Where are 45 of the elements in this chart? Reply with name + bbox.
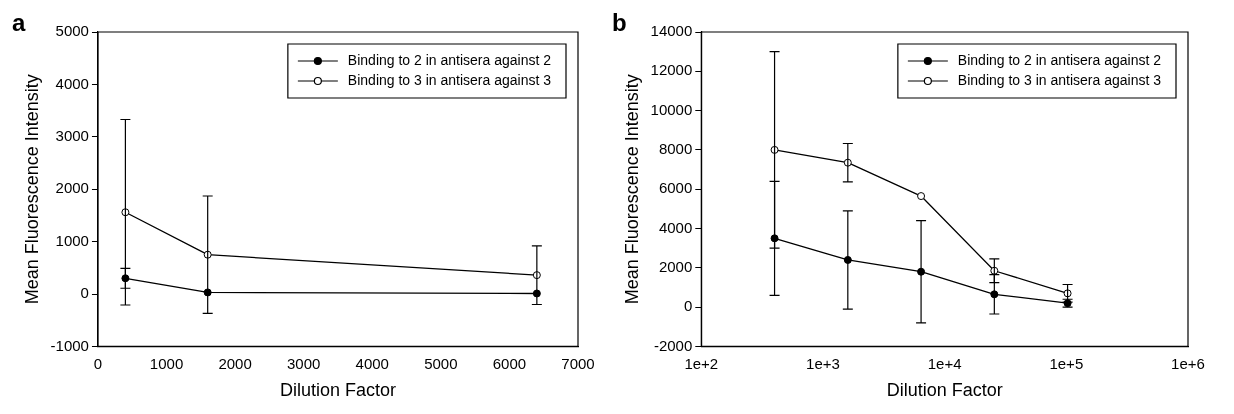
y-tick-label: 3000: [55, 126, 89, 144]
chart-title: b: [612, 8, 627, 36]
legend-label: Binding to 2 in antisera against 2: [347, 51, 552, 68]
x-axis-title: Dilution Factor: [886, 380, 1003, 401]
y-tick-label: 5000: [55, 22, 89, 40]
x-tick-label: 1e+2: [684, 354, 719, 372]
x-tick-label: 6000: [492, 354, 527, 372]
y-tick-label: 10000: [650, 100, 693, 118]
y-tick-label: 4000: [55, 74, 89, 92]
legend-label: Binding to 2 in antisera against 2: [957, 51, 1162, 68]
y-tick-label: 4000: [658, 218, 693, 236]
x-tick-label: 2000: [218, 354, 252, 372]
point: [770, 234, 779, 243]
y-tick-label: 8000: [658, 140, 693, 158]
y-tick-label: -1000: [50, 336, 89, 354]
y-tick-label: 14000: [650, 22, 693, 40]
y-tick-label: 2000: [55, 179, 89, 197]
y-tick-label: 1000: [55, 231, 89, 249]
x-tick-label: 1e+3: [806, 354, 840, 372]
x-tick-label: 1e+5: [1049, 354, 1084, 372]
y-tick-label: 0: [80, 284, 89, 302]
y-tick-label: -2000: [653, 336, 693, 354]
y-tick-label: 0: [683, 297, 693, 315]
x-tick-label: 5000: [424, 354, 458, 372]
point: [843, 255, 852, 264]
x-tick-label: 1000: [149, 354, 184, 372]
point: [121, 274, 130, 283]
point: [203, 288, 212, 297]
x-tick-label: 7000: [561, 354, 595, 372]
y-tick-label: 6000: [658, 179, 693, 197]
x-tick-label: 4000: [355, 354, 389, 372]
legend-label: Binding to 3 in antisera against 3: [957, 71, 1162, 88]
y-tick-label: 12000: [650, 61, 693, 79]
x-tick-label: 1e+6: [1171, 354, 1205, 372]
point: [917, 192, 926, 201]
chart-title: a: [12, 8, 26, 36]
legend-label: Binding to 3 in antisera against 3: [347, 71, 552, 88]
y-axis-title: Mean Fluorescence Intensity: [21, 74, 42, 305]
x-tick-label: 1e+4: [927, 354, 962, 372]
x-tick-label: 3000: [287, 354, 321, 372]
y-tick-label: 2000: [658, 257, 693, 275]
x-tick-label: 0: [93, 354, 103, 372]
y-axis-title: Mean Fluorescence Intensity: [621, 74, 642, 305]
x-axis-title: Dilution Factor: [279, 380, 397, 401]
point: [990, 290, 999, 299]
